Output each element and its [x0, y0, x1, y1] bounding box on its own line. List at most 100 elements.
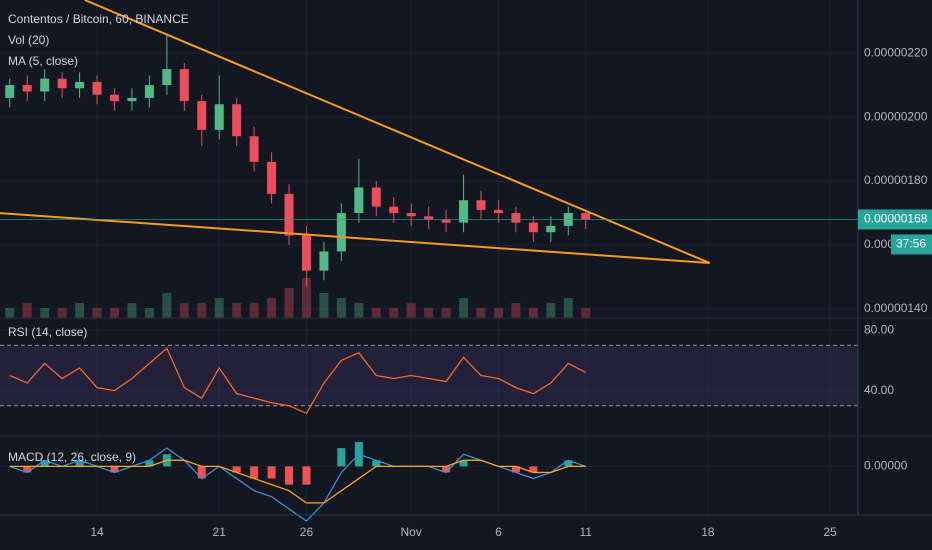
- volume-bar: [406, 303, 416, 318]
- candle-body: [406, 213, 416, 217]
- volume-bar: [563, 298, 573, 318]
- candle-body: [22, 85, 32, 92]
- rsi-band: [0, 345, 858, 406]
- volume-bar: [476, 308, 486, 318]
- candle-body: [284, 193, 294, 236]
- volume-bar: [389, 308, 399, 318]
- volume-bar: [319, 293, 329, 318]
- volume-bar: [40, 308, 50, 318]
- candle-body: [232, 104, 242, 137]
- x-tick-label: 26: [300, 525, 314, 539]
- candle-body: [267, 161, 277, 194]
- volume-bar: [197, 303, 207, 318]
- volume-bar: [459, 298, 469, 318]
- last-price-box: [858, 209, 932, 230]
- histogram-bar: [337, 448, 346, 467]
- volume-bar: [354, 303, 364, 318]
- line-series: [9, 459, 586, 504]
- indicator-label: MA (5, close): [8, 54, 78, 68]
- pane-title: RSI (14, close): [8, 325, 87, 339]
- candle-body: [581, 213, 591, 220]
- candle-body: [389, 206, 399, 214]
- pane-title: MACD (12, 26, close, 9): [8, 450, 136, 464]
- volume-bar: [232, 303, 242, 318]
- volume-bar: [284, 288, 294, 318]
- chart-title: Contentos / Bitcoin, 60, BINANCE: [8, 12, 189, 26]
- x-tick-label: 25: [823, 525, 837, 539]
- volume-bar: [493, 308, 503, 318]
- trendline: [0, 212, 710, 264]
- x-tick-label: 14: [90, 525, 104, 539]
- volume-bar: [92, 308, 102, 318]
- candle-body: [319, 251, 329, 271]
- candle-body: [109, 94, 119, 102]
- candle-body: [459, 200, 469, 223]
- histogram-bar: [564, 460, 573, 467]
- candle-body: [249, 136, 259, 162]
- candle-body: [493, 209, 503, 214]
- volume-bar: [162, 293, 172, 318]
- x-tick-label: 21: [213, 525, 227, 539]
- histogram-bar: [232, 466, 241, 473]
- countdown: 37:56: [896, 237, 926, 251]
- grid: [0, 0, 858, 515]
- y-tick-label: 0.00000180: [864, 173, 928, 187]
- volume-bar: [441, 308, 451, 318]
- x-tick-label: 11: [579, 525, 592, 539]
- y-tick-label: 80.00: [864, 322, 894, 336]
- histogram-bar: [250, 466, 259, 479]
- candle-body: [162, 69, 172, 86]
- volume-bar: [581, 308, 591, 318]
- overlay: 14 21 26 Nov 6 11 18 25 0.00000220 0.00000200 0.00…: [90, 45, 932, 539]
- line-series: [9, 347, 587, 415]
- histogram-bar: [267, 466, 276, 479]
- volume-bar: [57, 308, 67, 318]
- x-tick-label: 18: [701, 525, 715, 539]
- volume-bar: [109, 308, 119, 318]
- histogram-bar: [372, 460, 381, 467]
- candle-body: [179, 69, 189, 102]
- volume-bar: [528, 308, 538, 318]
- candle-body: [441, 219, 451, 223]
- candle-body: [354, 187, 364, 214]
- volume-bar: [249, 303, 259, 318]
- candle-body: [197, 101, 207, 130]
- candle-body: [57, 78, 67, 89]
- histogram-bar: [459, 460, 468, 467]
- y-tick-label: 40.00: [864, 383, 894, 397]
- volume-bar: [511, 303, 521, 318]
- volume-bar: [75, 303, 85, 318]
- histogram-bar: [285, 466, 294, 485]
- volume-bar: [5, 308, 15, 318]
- histogram-bar: [302, 466, 311, 485]
- histogram-bar: [145, 460, 154, 467]
- candle-body: [75, 81, 85, 89]
- y-tick-label: 0.00000220: [864, 45, 928, 59]
- histogram-bar: [197, 466, 206, 479]
- volume-bar: [371, 308, 381, 318]
- candle-body: [336, 213, 346, 252]
- candle-body: [528, 222, 538, 233]
- histogram-bar: [511, 466, 520, 473]
- volume-bar: [546, 303, 556, 318]
- candle-body: [371, 187, 381, 207]
- volume-bar: [267, 298, 277, 318]
- x-tick-label: 6: [495, 525, 502, 539]
- candle-body: [40, 78, 50, 92]
- indicator-label: Vol (20): [8, 33, 49, 47]
- candle-body: [301, 235, 311, 271]
- y-tick-label: 0.00000140: [864, 301, 928, 315]
- volume-bar: [127, 303, 137, 318]
- histogram-bar: [529, 466, 538, 473]
- histogram-bar: [75, 460, 84, 467]
- volume-bar: [144, 308, 154, 318]
- volume-bar: [424, 308, 434, 318]
- histogram-bar: [40, 460, 49, 467]
- histogram-bar: [23, 466, 32, 473]
- volume-bar: [22, 303, 32, 318]
- candle-body: [92, 81, 102, 95]
- countdown-box: [891, 234, 932, 255]
- volume-bar: [214, 298, 224, 318]
